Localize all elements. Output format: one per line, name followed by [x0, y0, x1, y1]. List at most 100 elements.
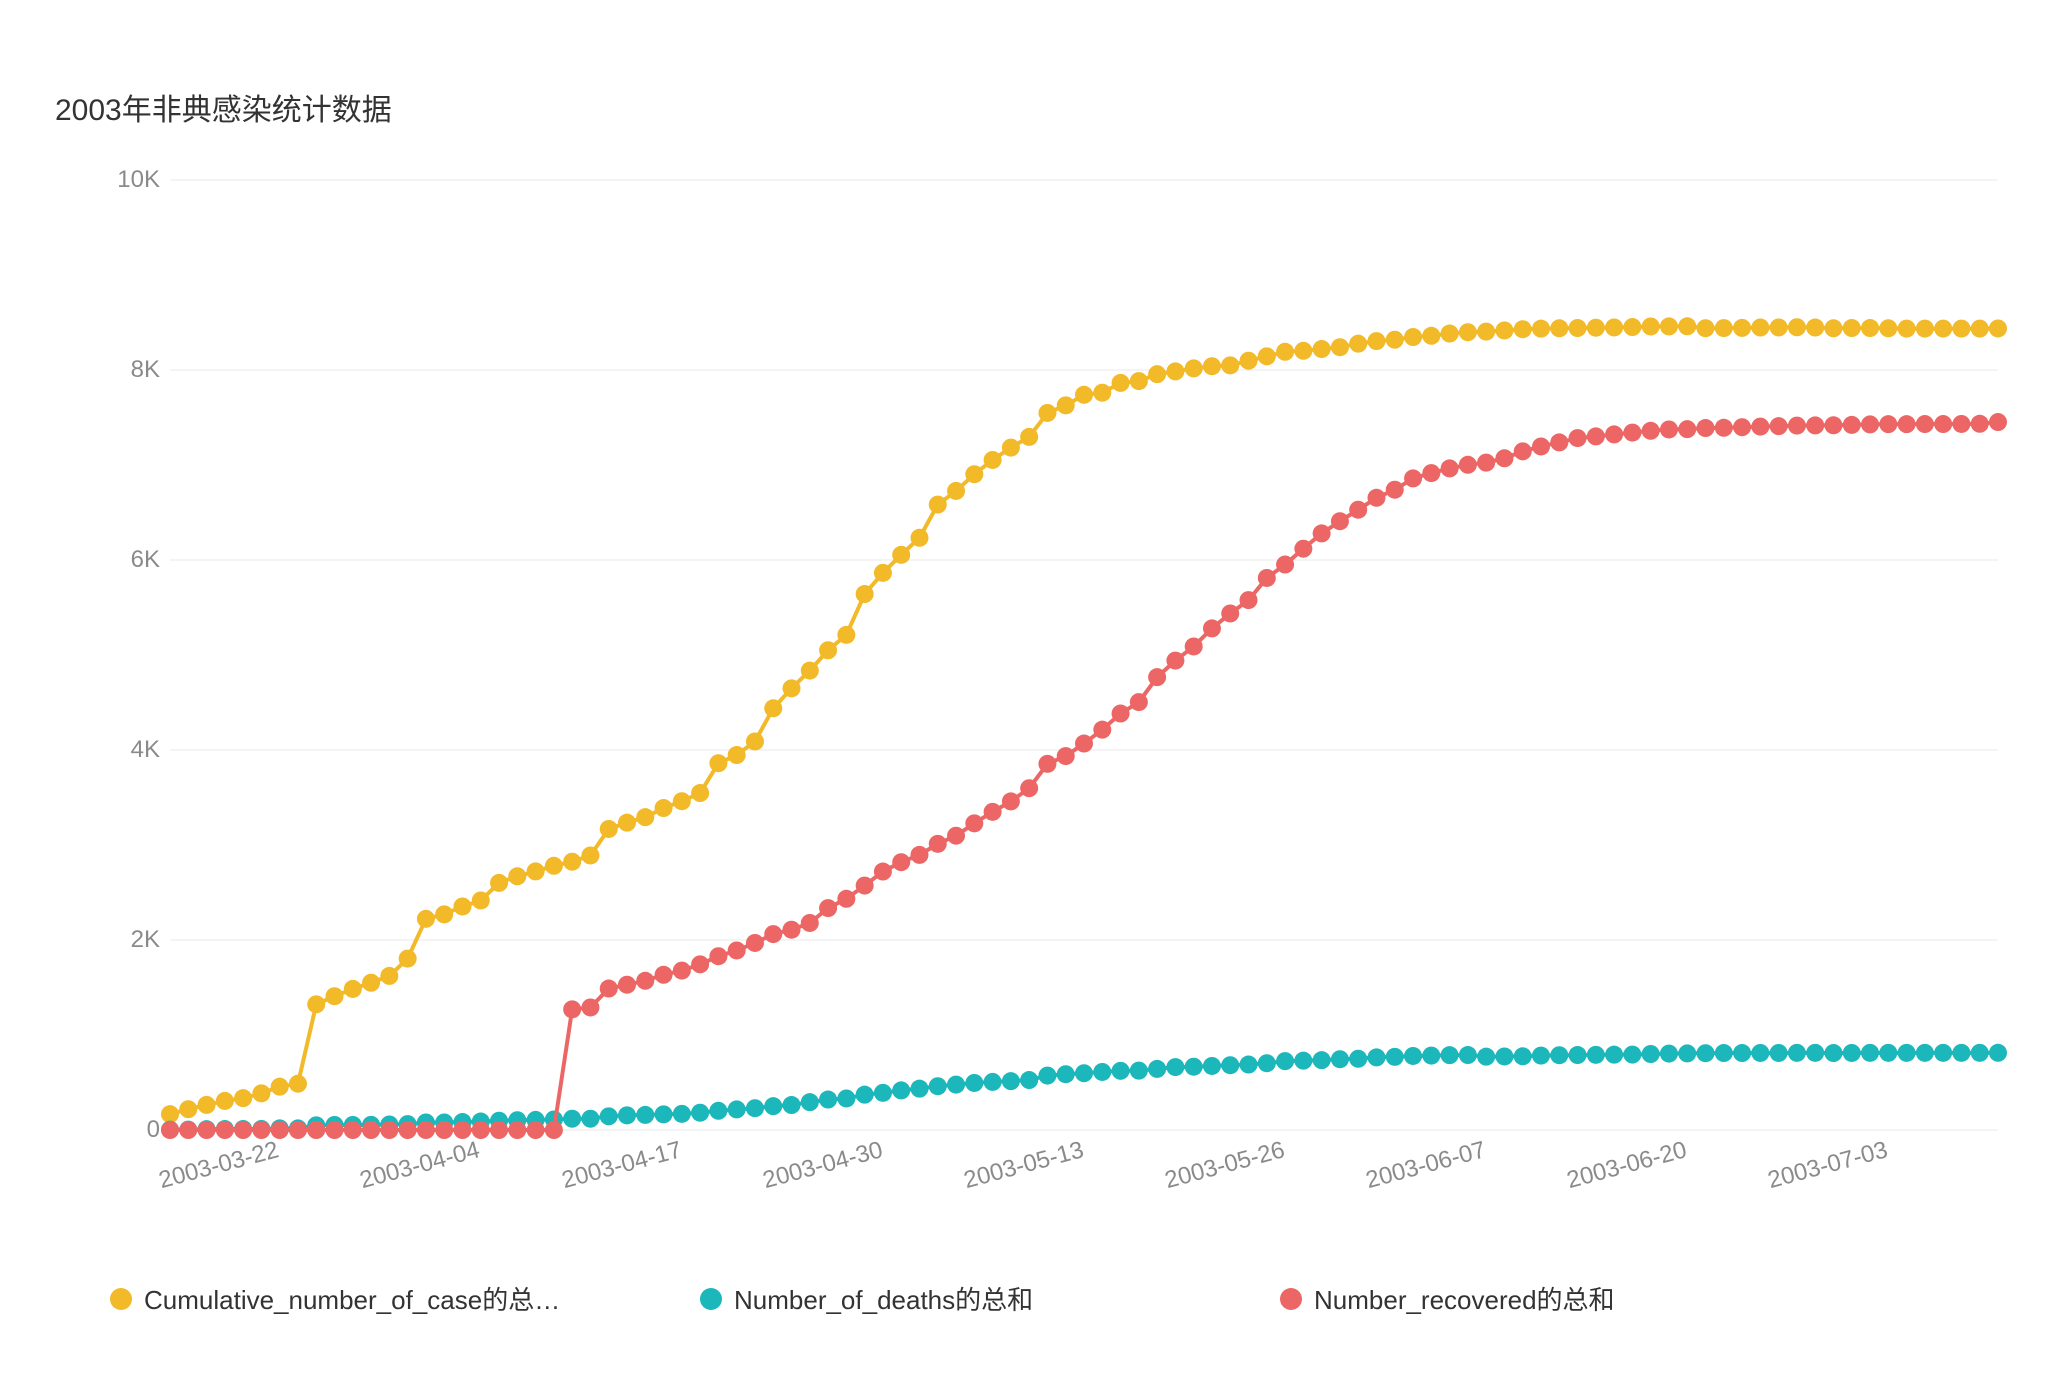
legend-item[interactable]: Number_of_deaths的总和 — [700, 1280, 1033, 1317]
data-point[interactable] — [1313, 340, 1331, 358]
data-point[interactable] — [198, 1096, 216, 1114]
data-point[interactable] — [545, 1121, 563, 1139]
data-point[interactable] — [746, 1099, 764, 1117]
data-point[interactable] — [271, 1078, 289, 1096]
data-point[interactable] — [874, 1084, 892, 1102]
data-point[interactable] — [453, 1121, 471, 1139]
data-point[interactable] — [636, 808, 654, 826]
data-point[interactable] — [728, 1100, 746, 1118]
data-point[interactable] — [764, 1097, 782, 1115]
data-point[interactable] — [1587, 319, 1605, 337]
data-point[interactable] — [1422, 1047, 1440, 1065]
data-point[interactable] — [1349, 501, 1367, 519]
data-point[interactable] — [1605, 425, 1623, 443]
data-point[interactable] — [1294, 540, 1312, 558]
data-point[interactable] — [1989, 1044, 2007, 1062]
data-point[interactable] — [892, 546, 910, 564]
data-point[interactable] — [1386, 331, 1404, 349]
data-point[interactable] — [1148, 668, 1166, 686]
data-point[interactable] — [1148, 365, 1166, 383]
data-point[interactable] — [1349, 1050, 1367, 1068]
data-point[interactable] — [1642, 317, 1660, 335]
data-point[interactable] — [198, 1121, 216, 1139]
data-point[interactable] — [1952, 320, 1970, 338]
data-point[interactable] — [910, 846, 928, 864]
data-point[interactable] — [1660, 420, 1678, 438]
data-point[interactable] — [307, 1121, 325, 1139]
data-point[interactable] — [1569, 319, 1587, 337]
data-point[interactable] — [1331, 338, 1349, 356]
data-point[interactable] — [289, 1075, 307, 1093]
data-point[interactable] — [709, 1102, 727, 1120]
data-point[interactable] — [655, 1105, 673, 1123]
data-point[interactable] — [728, 941, 746, 959]
data-point[interactable] — [874, 863, 892, 881]
data-point[interactable] — [1367, 489, 1385, 507]
data-point[interactable] — [764, 925, 782, 943]
data-point[interactable] — [1751, 1044, 1769, 1062]
data-point[interactable] — [1824, 319, 1842, 337]
data-point[interactable] — [1459, 1046, 1477, 1064]
data-point[interactable] — [1240, 1056, 1258, 1074]
data-point[interactable] — [1075, 1064, 1093, 1082]
data-point[interactable] — [1203, 619, 1221, 637]
data-point[interactable] — [1166, 1058, 1184, 1076]
data-point[interactable] — [362, 1121, 380, 1139]
data-point[interactable] — [1038, 404, 1056, 422]
data-point[interactable] — [1240, 591, 1258, 609]
data-point[interactable] — [1258, 347, 1276, 365]
data-point[interactable] — [1879, 1044, 1897, 1062]
data-point[interactable] — [1002, 439, 1020, 457]
data-point[interactable] — [1861, 415, 1879, 433]
data-point[interactable] — [1934, 320, 1952, 338]
data-point[interactable] — [1020, 1071, 1038, 1089]
data-point[interactable] — [1989, 413, 2007, 431]
data-point[interactable] — [910, 1080, 928, 1098]
data-point[interactable] — [1294, 1052, 1312, 1070]
data-point[interactable] — [1733, 418, 1751, 436]
data-point[interactable] — [1751, 418, 1769, 436]
data-point[interactable] — [1130, 372, 1148, 390]
data-point[interactable] — [435, 1121, 453, 1139]
data-point[interactable] — [1971, 415, 1989, 433]
data-point[interactable] — [636, 1106, 654, 1124]
data-point[interactable] — [1367, 332, 1385, 350]
data-point[interactable] — [1678, 420, 1696, 438]
data-point[interactable] — [1642, 422, 1660, 440]
data-point[interactable] — [600, 820, 618, 838]
data-point[interactable] — [947, 482, 965, 500]
data-point[interactable] — [1697, 1044, 1715, 1062]
data-point[interactable] — [1112, 1062, 1130, 1080]
data-point[interactable] — [801, 662, 819, 680]
data-point[interactable] — [1697, 319, 1715, 337]
data-point[interactable] — [1331, 1050, 1349, 1068]
data-point[interactable] — [1715, 1044, 1733, 1062]
data-point[interactable] — [783, 679, 801, 697]
data-point[interactable] — [216, 1121, 234, 1139]
data-point[interactable] — [399, 950, 417, 968]
data-point[interactable] — [1733, 319, 1751, 337]
data-point[interactable] — [1569, 429, 1587, 447]
data-point[interactable] — [1185, 1058, 1203, 1076]
data-point[interactable] — [1422, 464, 1440, 482]
data-point[interactable] — [1971, 320, 1989, 338]
data-point[interactable] — [1258, 1054, 1276, 1072]
data-point[interactable] — [1550, 319, 1568, 337]
data-point[interactable] — [618, 1106, 636, 1124]
data-point[interactable] — [1806, 319, 1824, 337]
data-point[interactable] — [1916, 1044, 1934, 1062]
data-point[interactable] — [874, 564, 892, 582]
data-point[interactable] — [1075, 735, 1093, 753]
data-point[interactable] — [417, 1121, 435, 1139]
data-point[interactable] — [1861, 1044, 1879, 1062]
data-point[interactable] — [691, 784, 709, 802]
data-point[interactable] — [1221, 604, 1239, 622]
data-point[interactable] — [380, 1121, 398, 1139]
data-point[interactable] — [1221, 1056, 1239, 1074]
data-point[interactable] — [1532, 320, 1550, 338]
data-point[interactable] — [929, 1077, 947, 1095]
data-point[interactable] — [1477, 323, 1495, 341]
data-point[interactable] — [837, 890, 855, 908]
data-point[interactable] — [1733, 1044, 1751, 1062]
data-point[interactable] — [1294, 342, 1312, 360]
